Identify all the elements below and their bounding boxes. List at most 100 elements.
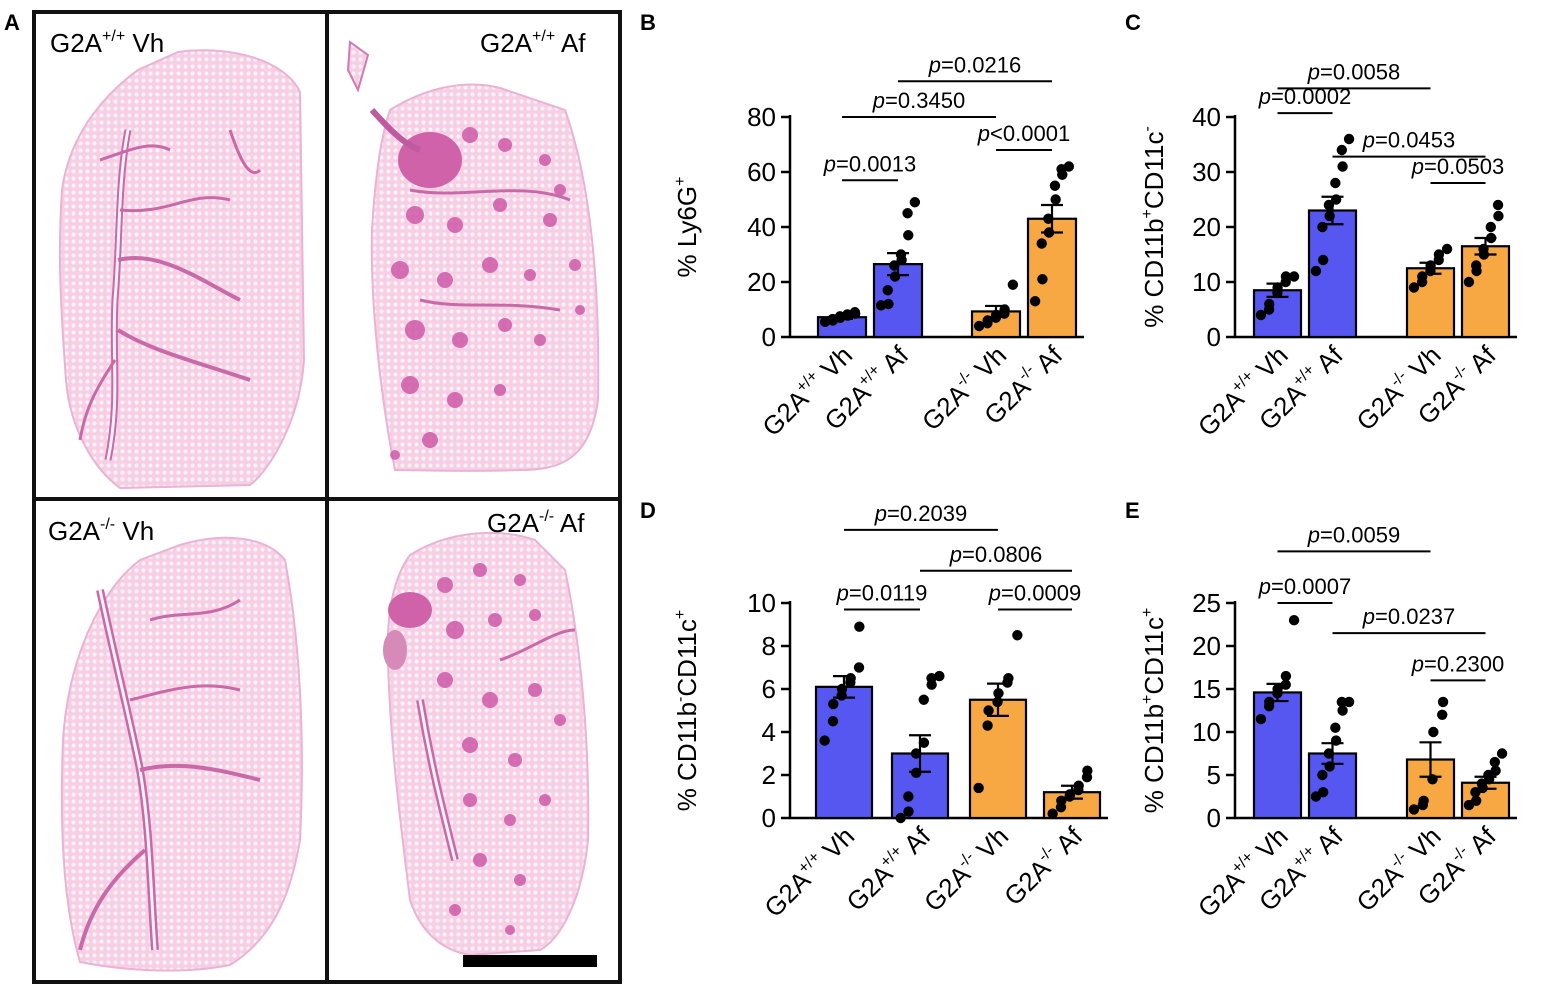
y-tick-label-e-5: 25 [1192,588,1221,618]
data-point-c-2-6 [1433,249,1445,260]
y-axis-title-e: % CD11b+CD11c+ [1139,608,1169,814]
data-point-d-1-8 [926,673,937,684]
panel-letter-b: B [640,10,656,35]
data-point-d-2-0 [973,782,984,794]
data-point-b-1-2 [882,285,893,296]
data-point-d-2-4 [993,688,1004,699]
data-point-e-1-7 [1337,705,1348,716]
data-point-e-0-6 [1280,670,1292,682]
data-point-e-0-0 [1255,713,1267,725]
comparison-label-d-0: p=0.0119 [836,580,928,605]
data-point-e-0-4 [1272,683,1283,695]
comparison-label-e-2: p=0.0007 [1258,574,1351,599]
data-point-c-3-7 [1493,210,1504,222]
data-point-e-2-4 [1428,726,1439,738]
lung-section-wt-af [346,40,600,472]
data-point-c-2-7 [1441,243,1453,255]
data-point-b-1-4 [889,260,900,271]
y-axis-title-b: % Ly6G+ [672,177,702,278]
data-point-e-1-9 [1343,696,1355,708]
data-point-c-1-1 [1317,254,1329,266]
data-point-c-0-6 [1280,271,1292,282]
data-point-b-2-2 [982,315,993,326]
y-tick-label-e-1: 5 [1207,760,1221,790]
comparison-label-c-1: p=0.0453 [1362,128,1455,153]
data-point-b-3-5 [1050,194,1061,205]
data-point-c-1-3 [1324,210,1335,222]
data-point-e-3-1 [1470,795,1482,806]
data-point-c-3-8 [1492,199,1504,211]
data-point-b-1-3 [889,271,901,282]
data-point-c-1-8 [1336,144,1348,156]
comparison-label-c-3: p=0.0058 [1307,59,1400,84]
data-point-e-1-8 [1336,696,1348,708]
data-point-c-1-6 [1330,177,1341,189]
data-point-c-1-5 [1330,194,1342,205]
category-label-d-1: G2A+/+ Af [840,820,936,916]
image-label-ko-vh: G2A-/- Vh [48,516,154,546]
panel-letter-d: D [640,498,656,523]
y-tick-label-d-3: 6 [762,674,776,704]
y-tick-label-b-2: 40 [747,212,776,242]
data-point-d-3-2 [1056,795,1067,806]
data-point-b-1-8 [902,208,913,219]
data-point-b-3-3 [1043,227,1055,238]
data-point-d-1-5 [918,737,930,748]
data-point-b-3-6 [1049,180,1061,191]
y-tick-label-d-2: 4 [762,717,776,747]
data-point-e-1-2 [1317,769,1328,781]
data-point-e-2-3 [1427,774,1438,785]
data-point-e-3-8 [1489,756,1501,768]
data-point-b-3-9 [1063,161,1075,172]
image-label-wt-vh: G2A+/+ Vh [50,28,164,58]
data-point-e-0-5 [1280,679,1291,690]
data-point-d-0-8 [854,621,865,632]
data-point-d-3-6 [1073,780,1084,791]
comparison-label-d-2: p=0.0806 [949,542,1042,567]
data-point-d-0-4 [836,683,848,695]
category-label-d-2: G2A-/- Vh [918,821,1014,917]
data-point-e-1-5 [1330,735,1342,746]
data-point-b-3-4 [1043,213,1054,224]
data-point-e-3-7 [1490,765,1501,776]
y-axis-title-c: % CD11b+CD11c- [1139,126,1169,328]
data-point-d-1-4 [910,748,922,759]
data-point-b-0-8 [849,307,861,318]
y-tick-label-b-3: 60 [747,157,776,187]
y-tick-label-b-4: 80 [747,102,776,132]
data-point-e-1-6 [1330,722,1341,733]
data-point-d-0-2 [828,698,839,710]
lung-section-wt-vh [58,49,306,490]
y-tick-label-d-5: 10 [747,588,776,618]
data-point-d-0-0 [819,735,830,746]
data-point-d-0-1 [827,716,839,727]
comparison-label-d-1: p=0.0009 [988,580,1081,605]
data-point-d-0-7 [853,662,865,673]
data-point-d-3-4 [1064,789,1076,800]
data-point-c-1-2 [1317,221,1328,233]
data-point-e-3-9 [1496,748,1508,759]
data-point-d-0-6 [845,673,856,684]
data-point-c-0-0 [1255,309,1267,321]
panel-letter-a: A [4,10,20,35]
bar-d-0 [814,685,874,820]
data-point-c-2-2 [1417,271,1428,282]
y-axis-title-d: % CD11b-CD11c+ [672,610,702,812]
panel-letter-e: E [1125,498,1140,523]
comparison-label-e-1: p=0.0237 [1362,604,1455,629]
comparison-label-d-3: p=0.2039 [874,501,967,526]
data-point-c-3-5 [1485,232,1497,244]
data-point-c-3-6 [1485,221,1496,233]
data-point-d-1-0 [895,812,906,824]
data-point-e-2-0 [1408,804,1420,815]
bar-b-3 [1026,217,1078,339]
data-point-b-3-2 [1036,238,1047,249]
data-point-b-1-1 [883,298,894,310]
data-point-c-0-2 [1264,298,1275,310]
comparison-label-b-2: p=0.3450 [872,88,965,113]
data-point-e-2-5 [1437,709,1448,720]
